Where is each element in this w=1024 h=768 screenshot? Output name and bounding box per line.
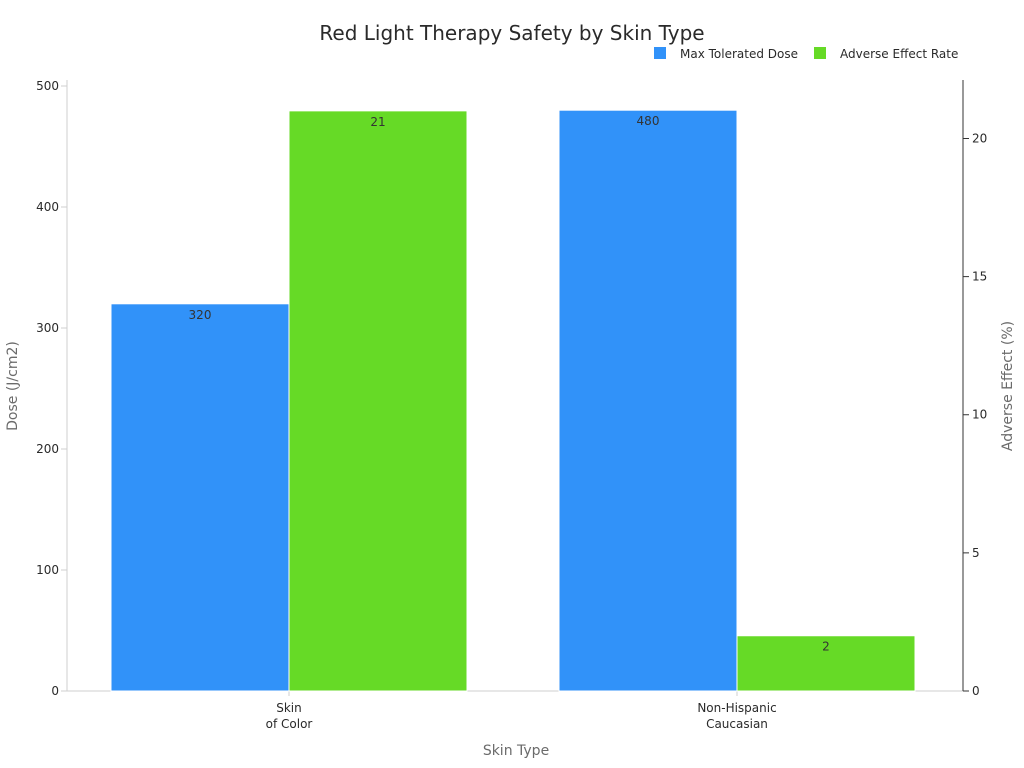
data-labels: 320 21 480 2 bbox=[189, 114, 830, 654]
chart-title: Red Light Therapy Safety by Skin Type bbox=[319, 21, 704, 45]
bar-value-label: 21 bbox=[370, 115, 385, 129]
bar-adverse-effect-rate bbox=[288, 110, 468, 692]
legend-label-adverse-effect-rate: Adverse Effect Rate bbox=[840, 47, 958, 61]
legend-swatch-max-tolerated-dose bbox=[654, 47, 666, 59]
y-tick-label-right: 5 bbox=[972, 546, 980, 560]
legend-label-max-tolerated-dose: Max Tolerated Dose bbox=[680, 47, 798, 61]
bar-adverse-effect-rate bbox=[736, 635, 916, 692]
bar-max-tolerated-dose bbox=[110, 303, 290, 692]
legend: Max Tolerated Dose Adverse Effect Rate bbox=[654, 47, 958, 61]
y-axis-label-left: Dose (J/cm2) bbox=[5, 341, 21, 431]
y-tick-label-right: 20 bbox=[972, 131, 987, 145]
x-tick-label: Skin bbox=[276, 701, 302, 715]
y-tick-label-right: 15 bbox=[972, 270, 987, 284]
y-tick-label-left: 300 bbox=[36, 321, 59, 335]
x-tick-label: of Color bbox=[266, 717, 313, 731]
y-tick-label-left: 100 bbox=[36, 563, 59, 577]
x-axis-label: Skin Type bbox=[483, 743, 549, 759]
y-tick-label-left: 500 bbox=[36, 79, 59, 93]
bar-value-label: 2 bbox=[822, 640, 830, 654]
y-tick-label-left: 0 bbox=[51, 684, 59, 698]
y-tick-label-right: 10 bbox=[972, 408, 987, 422]
x-tick-label: Caucasian bbox=[706, 717, 768, 731]
bar-max-tolerated-dose bbox=[558, 109, 738, 692]
bar-value-label: 480 bbox=[637, 114, 660, 128]
bars bbox=[110, 109, 916, 692]
legend-swatch-adverse-effect-rate bbox=[814, 47, 826, 59]
y-tick-label-left: 400 bbox=[36, 200, 59, 214]
y-axis-label-right: Adverse Effect (%) bbox=[1000, 321, 1016, 451]
bar-value-label: 320 bbox=[189, 308, 212, 322]
y-tick-label-left: 200 bbox=[36, 442, 59, 456]
x-tick-label: Non-Hispanic bbox=[697, 701, 776, 715]
y-tick-label-right: 0 bbox=[972, 684, 980, 698]
